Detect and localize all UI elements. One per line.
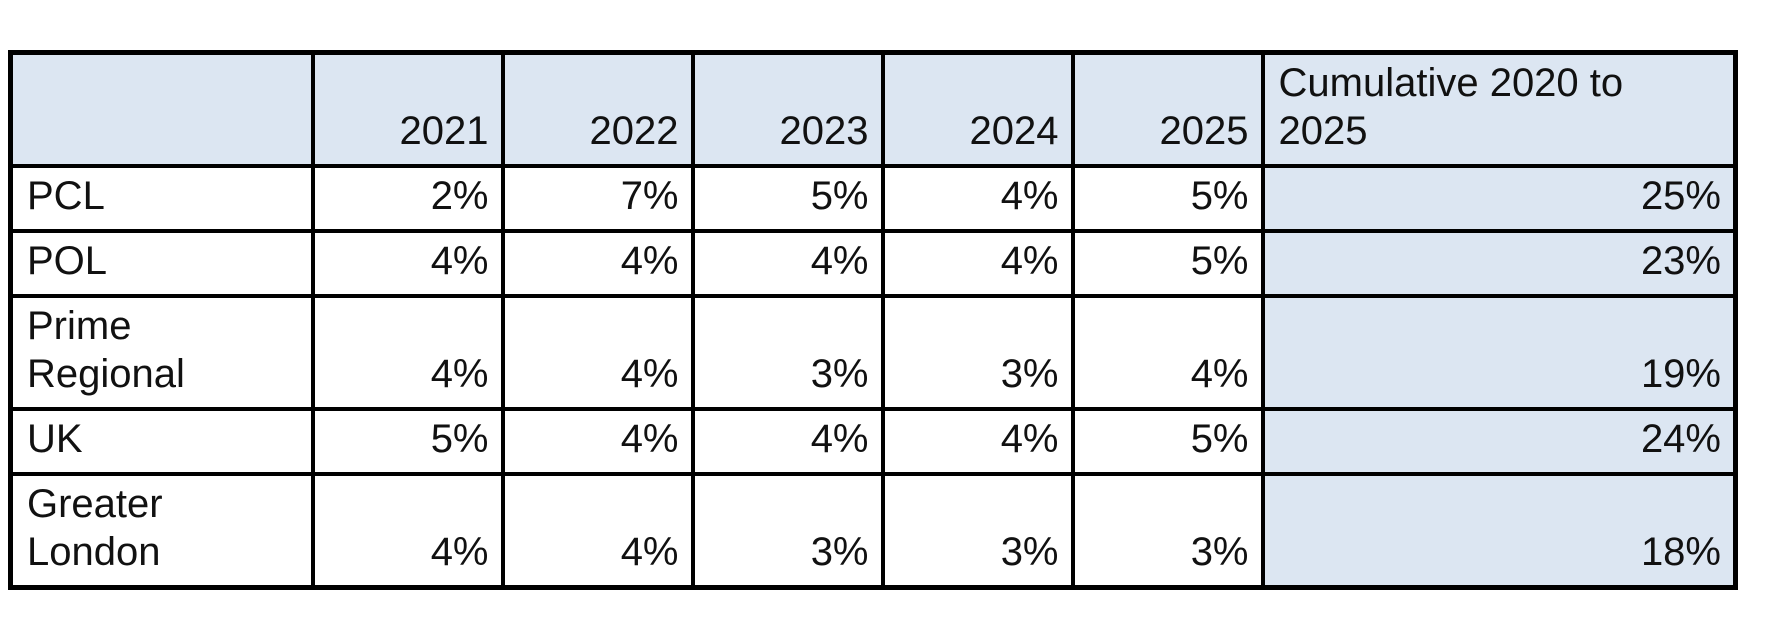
row-label-uk: UK (8, 407, 315, 476)
cell-prime-regional-2023: 3% (690, 294, 885, 411)
row-label-text: Greater London (27, 482, 163, 574)
row-label-prime-regional: Prime Regional (8, 294, 315, 411)
header-row: 2021 2022 2023 2024 2025 Cumulative 2020… (8, 50, 1738, 168)
table-row-prime-regional: Prime Regional 4% 4% 3% 3% 4% 19% (8, 294, 1738, 411)
header-cell-2023: 2023 (690, 50, 885, 168)
cell-pol-2024: 4% (880, 229, 1075, 298)
cell-greater-london-2022: 4% (500, 472, 695, 590)
growth-forecast-table: 2021 2022 2023 2024 2025 Cumulative 2020… (8, 50, 1738, 590)
cell-uk-2021: 5% (310, 407, 505, 476)
cell-pcl-2023: 5% (690, 164, 885, 233)
cell-pcl-2025: 5% (1070, 164, 1265, 233)
row-label-text: PCL (27, 174, 105, 218)
cell-greater-london-2021: 4% (310, 472, 505, 590)
row-label-text: UK (27, 417, 83, 461)
cell-prime-regional-2025: 4% (1070, 294, 1265, 411)
cell-prime-regional-cumulative: 19% (1260, 294, 1738, 411)
header-cell-blank (8, 50, 315, 168)
table-row-pol: POL 4% 4% 4% 4% 5% 23% (8, 229, 1738, 298)
cell-pcl-2024: 4% (880, 164, 1075, 233)
cell-uk-cumulative: 24% (1260, 407, 1738, 476)
header-cell-2025: 2025 (1070, 50, 1265, 168)
table-row-pcl: PCL 2% 7% 5% 4% 5% 25% (8, 164, 1738, 233)
cell-uk-2024: 4% (880, 407, 1075, 476)
header-cumulative-label: Cumulative 2020 to 2025 (1278, 61, 1624, 153)
cell-pol-2021: 4% (310, 229, 505, 298)
table-row-uk: UK 5% 4% 4% 4% 5% 24% (8, 407, 1738, 476)
cell-greater-london-2023: 3% (690, 472, 885, 590)
cell-pol-2025: 5% (1070, 229, 1265, 298)
row-label-greater-london: Greater London (8, 472, 315, 590)
cell-pcl-2021: 2% (310, 164, 505, 233)
cell-uk-2022: 4% (500, 407, 695, 476)
cell-pol-2023: 4% (690, 229, 885, 298)
cell-uk-2023: 4% (690, 407, 885, 476)
header-cell-2021: 2021 (310, 50, 505, 168)
header-cell-cumulative: Cumulative 2020 to 2025 (1260, 50, 1738, 168)
row-label-text: Prime Regional (27, 304, 185, 396)
header-cell-2024: 2024 (880, 50, 1075, 168)
cell-pol-cumulative: 23% (1260, 229, 1738, 298)
cell-prime-regional-2021: 4% (310, 294, 505, 411)
header-cell-2022: 2022 (500, 50, 695, 168)
cell-pcl-2022: 7% (500, 164, 695, 233)
row-label-text: POL (27, 239, 108, 283)
cell-greater-london-2024: 3% (880, 472, 1075, 590)
row-label-pol: POL (8, 229, 315, 298)
cell-prime-regional-2022: 4% (500, 294, 695, 411)
cell-prime-regional-2024: 3% (880, 294, 1075, 411)
cell-pcl-cumulative: 25% (1260, 164, 1738, 233)
cell-uk-2025: 5% (1070, 407, 1265, 476)
cell-greater-london-cumulative: 18% (1260, 472, 1738, 590)
table-row-greater-london: Greater London 4% 4% 3% 3% 3% 18% (8, 472, 1738, 590)
row-label-pcl: PCL (8, 164, 315, 233)
cell-pol-2022: 4% (500, 229, 695, 298)
cell-greater-london-2025: 3% (1070, 472, 1265, 590)
